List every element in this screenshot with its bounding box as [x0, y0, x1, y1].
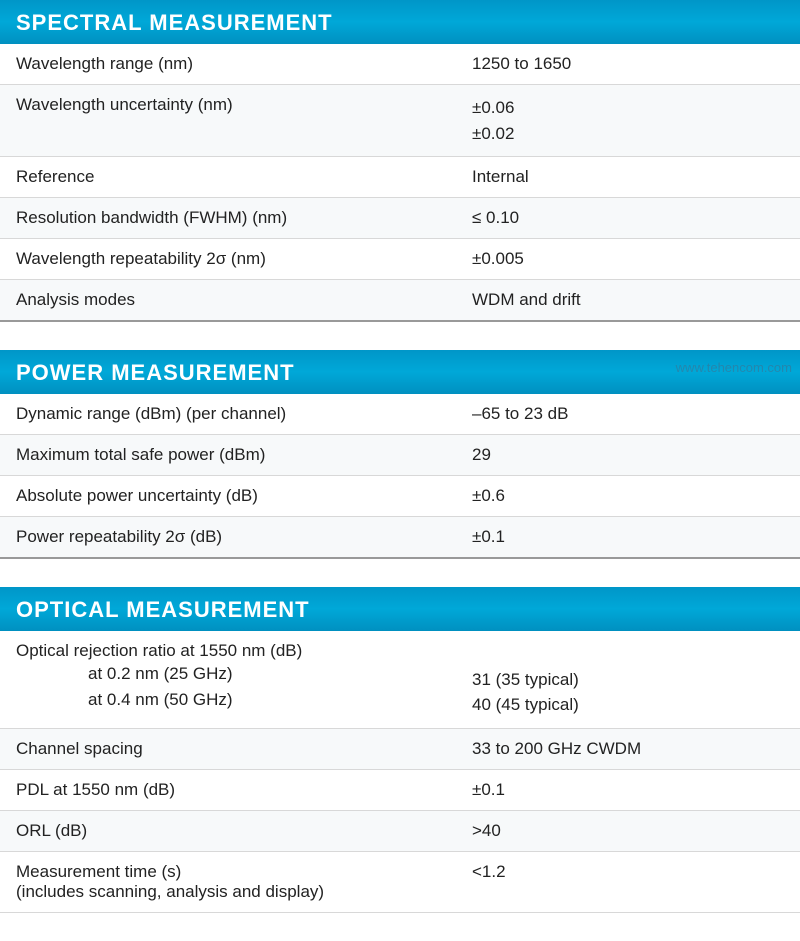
- spec-label: Dynamic range (dBm) (per channel): [0, 394, 456, 435]
- table-row: ReferenceInternal: [0, 157, 800, 198]
- table-row: PDL at 1550 nm (dB)±0.1: [0, 769, 800, 810]
- table-row: Measurement time (s)(includes scanning, …: [0, 851, 800, 912]
- spec-label: Power repeatability 2σ (dB): [0, 517, 456, 559]
- spec-value: <1.2: [456, 851, 800, 912]
- table-row: Dynamic range (dBm) (per channel)–65 to …: [0, 394, 800, 435]
- spec-sublabel: at 0.2 nm (25 GHz): [16, 661, 440, 687]
- spec-label: Wavelength range (nm): [0, 44, 456, 85]
- spec-value: –65 to 23 dB: [456, 394, 800, 435]
- spec-label: ORL (dB): [0, 810, 456, 851]
- spec-label: Maximum total safe power (dBm): [0, 435, 456, 476]
- spec-table: Dynamic range (dBm) (per channel)–65 to …: [0, 394, 800, 559]
- spec-label: Measurement time (s)(includes scanning, …: [0, 851, 456, 912]
- section-header: OPTICAL MEASUREMENT: [0, 587, 800, 631]
- spec-section: OPTICAL MEASUREMENT Optical rejection rat…: [0, 587, 800, 913]
- section-title: OPTICAL MEASUREMENT: [16, 597, 310, 622]
- table-row: Optical rejection ratio at 1550 nm (dB)a…: [0, 631, 800, 728]
- spec-label: Analysis modes: [0, 280, 456, 322]
- table-row: Wavelength range (nm)1250 to 1650: [0, 44, 800, 85]
- spec-label: Absolute power uncertainty (dB): [0, 476, 456, 517]
- table-row: Analysis modesWDM and drift: [0, 280, 800, 322]
- table-row: ORL (dB)>40: [0, 810, 800, 851]
- section-title: SPECTRAL MEASUREMENT: [16, 10, 333, 35]
- section-header: SPECTRAL MEASUREMENT: [0, 0, 800, 44]
- spec-value: 31 (35 typical)40 (45 typical): [456, 631, 800, 728]
- spec-value: 29: [456, 435, 800, 476]
- spec-value: ±0.005: [456, 239, 800, 280]
- spec-label: Channel spacing: [0, 728, 456, 769]
- table-row: Resolution bandwidth (FWHM) (nm)≤ 0.10: [0, 198, 800, 239]
- spec-section: POWER MEASUREMENT www.tehencom.com Dynamic…: [0, 350, 800, 559]
- watermark: www.tehencom.com: [676, 360, 792, 375]
- spec-label: Wavelength repeatability 2σ (nm): [0, 239, 456, 280]
- spec-label: Optical rejection ratio at 1550 nm (dB)a…: [0, 631, 456, 728]
- spec-label: Reference: [0, 157, 456, 198]
- spec-value: ±0.6: [456, 476, 800, 517]
- table-row: Maximum total safe power (dBm)29: [0, 435, 800, 476]
- table-row: Absolute power uncertainty (dB)±0.6: [0, 476, 800, 517]
- spec-value: ±0.1: [456, 769, 800, 810]
- table-row: Power repeatability 2σ (dB)±0.1: [0, 517, 800, 559]
- spec-label: Resolution bandwidth (FWHM) (nm): [0, 198, 456, 239]
- spec-value: 33 to 200 GHz CWDM: [456, 728, 800, 769]
- spec-value: >40: [456, 810, 800, 851]
- spec-section: SPECTRAL MEASUREMENT Wavelength range (nm…: [0, 0, 800, 322]
- spec-sublabel: at 0.4 nm (50 GHz): [16, 687, 440, 713]
- spec-value: ±0.1: [456, 517, 800, 559]
- spec-value: WDM and drift: [456, 280, 800, 322]
- spec-table: Optical rejection ratio at 1550 nm (dB)a…: [0, 631, 800, 913]
- spec-value: Internal: [456, 157, 800, 198]
- table-row: Wavelength repeatability 2σ (nm)±0.005: [0, 239, 800, 280]
- table-row: Wavelength uncertainty (nm)±0.06±0.02: [0, 85, 800, 157]
- spec-table: Wavelength range (nm)1250 to 1650Wavelen…: [0, 44, 800, 322]
- section-header: POWER MEASUREMENT www.tehencom.com: [0, 350, 800, 394]
- spec-value: 1250 to 1650: [456, 44, 800, 85]
- spec-value: ≤ 0.10: [456, 198, 800, 239]
- table-row: Channel spacing33 to 200 GHz CWDM: [0, 728, 800, 769]
- spec-label: Wavelength uncertainty (nm): [0, 85, 456, 157]
- spec-label: PDL at 1550 nm (dB): [0, 769, 456, 810]
- spec-value: ±0.06±0.02: [456, 85, 800, 157]
- section-title: POWER MEASUREMENT: [16, 360, 295, 385]
